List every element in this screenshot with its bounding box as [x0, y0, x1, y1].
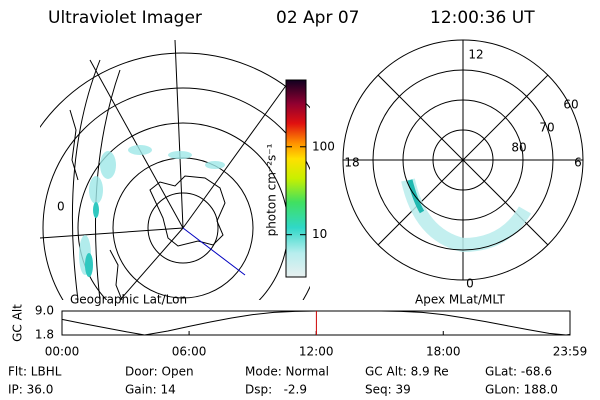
lat-circle — [402, 99, 524, 221]
info-field: GLat: -68.6 — [485, 365, 552, 379]
mlt-label: 0 — [466, 277, 474, 291]
info-field: GC Alt: 8.9 Re — [365, 365, 449, 379]
mag-aurora — [401, 178, 532, 253]
info-field: Gain: 14 — [125, 383, 176, 397]
lat-circle — [432, 129, 494, 191]
info-field: Door: Open — [125, 365, 194, 379]
mlt-label: 12 — [468, 48, 483, 62]
altitude-line — [61, 310, 571, 336]
info-field: IP: 36.0 — [8, 383, 53, 397]
info-field: Flt: LBHL — [8, 365, 62, 379]
info-field: Seq: 39 — [365, 383, 411, 397]
title: Ultraviolet Imager — [48, 8, 202, 28]
info-field: GLon: 188.0 — [485, 383, 558, 397]
x-tick-label: 18:00 — [426, 345, 461, 359]
info-field: Mode: Normal — [245, 365, 329, 379]
lat-label: 80 — [511, 141, 526, 155]
x-tick-label: 06:00 — [172, 345, 207, 359]
geo-map — [40, 40, 310, 300]
colorbar — [285, 79, 307, 278]
y-tick-label: 1.8 — [35, 328, 54, 342]
x-tick-label: 00:00 — [45, 345, 80, 359]
info-field: Dsp: -2.9 — [245, 383, 307, 397]
geo-label: 0 — [57, 200, 65, 214]
x-tick-label: 12:00 — [299, 345, 334, 359]
time: 12:00:36 UT — [430, 8, 535, 28]
geo-title: Geographic Lat/Lon — [70, 293, 187, 307]
colorbar-tick-label: 10 — [312, 227, 327, 241]
y-tick-label: 9.0 — [35, 304, 54, 318]
lat-circle — [372, 69, 554, 251]
lat-label: 60 — [563, 98, 578, 112]
mag-title: Apex MLat/MLT — [415, 293, 505, 307]
colorbar-tick-label: 100 — [312, 139, 335, 153]
date: 02 Apr 07 — [276, 8, 359, 28]
y-axis-label: GC Alt — [11, 304, 25, 342]
mlt-label: 6 — [574, 156, 582, 170]
colorbar-label: photon cm⁻²s⁻¹ — [265, 143, 279, 236]
mlt-label: 18 — [344, 156, 359, 170]
x-tick-label: 23:59 — [553, 345, 588, 359]
